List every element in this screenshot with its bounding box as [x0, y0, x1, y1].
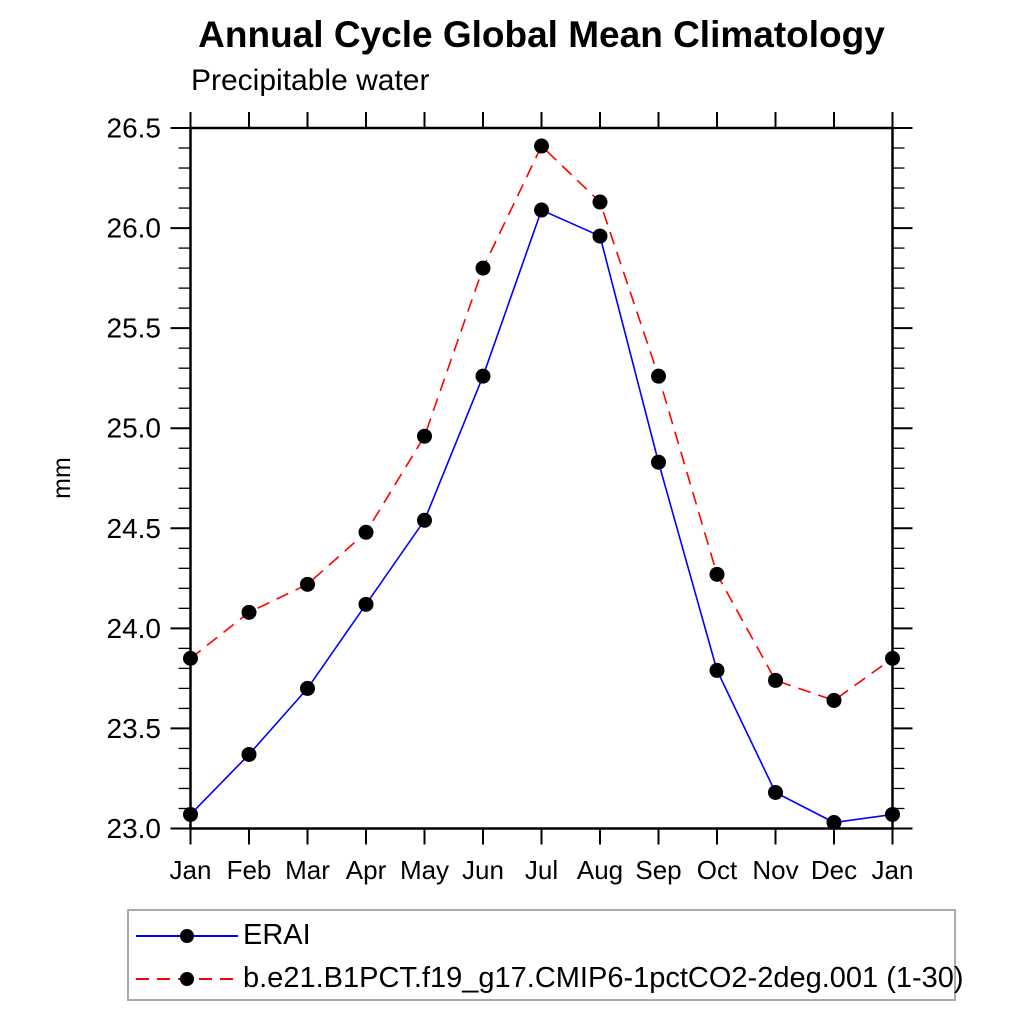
svg-text:Oct: Oct	[697, 855, 738, 885]
svg-text:Sep: Sep	[635, 855, 681, 885]
x-axis-tick-labels: Jan Feb Mar Apr May Jun Jul Aug Sep Oct Nov Dec Jan	[170, 855, 914, 885]
y-axis-tick-labels: 23.0 23.5 24.0 24.5 25.0 25.5 26.0 26.5	[107, 113, 162, 845]
svg-text:Jan: Jan	[872, 855, 914, 885]
svg-text:23.0: 23.0	[107, 813, 162, 844]
legend-label-erai: ERAI	[243, 919, 311, 951]
svg-text:24.5: 24.5	[107, 513, 162, 544]
axis-frame	[189, 126, 894, 830]
series-line-0	[189, 208, 893, 824]
y-axis-label: mm	[48, 457, 76, 499]
chart-title: Annual Cycle Global Mean Climatology	[198, 14, 885, 55]
legend-label-model: b.e21.B1PCT.f19_g17.CMIP6-1pctCO2-2deg.0…	[243, 962, 964, 994]
svg-text:Feb: Feb	[227, 855, 272, 885]
svg-text:Jan: Jan	[170, 855, 212, 885]
svg-text:May: May	[400, 855, 449, 885]
svg-text:25.5: 25.5	[107, 313, 162, 344]
legend-item-erai: ERAI	[129, 914, 954, 957]
legend-sample-solid-line	[136, 928, 238, 943]
svg-text:Apr: Apr	[346, 855, 387, 885]
svg-text:Dec: Dec	[811, 855, 857, 885]
svg-text:Jun: Jun	[462, 855, 504, 885]
chart-subtitle: Precipitable water	[191, 64, 430, 97]
svg-text:Nov: Nov	[752, 855, 798, 885]
x-axis-ticks	[189, 112, 894, 845]
svg-text:26.0: 26.0	[107, 213, 162, 244]
svg-text:24.0: 24.0	[107, 613, 162, 644]
svg-text:Aug: Aug	[577, 855, 623, 885]
y-axis-ticks	[170, 127, 913, 830]
svg-text:26.5: 26.5	[107, 113, 162, 144]
series-markers-0	[183, 202, 900, 830]
svg-text:Jul: Jul	[525, 855, 558, 885]
series-line-1	[190, 144, 893, 702]
svg-text:23.5: 23.5	[107, 713, 162, 744]
legend-item-model: b.e21.B1PCT.f19_g17.CMIP6-1pctCO2-2deg.0…	[129, 957, 964, 1000]
svg-text:25.0: 25.0	[107, 413, 162, 444]
legend-box: ERAI b.e21.B1PCT.f19_g17.CMIP6-1pctCO2-2…	[127, 909, 964, 1001]
svg-text:Mar: Mar	[285, 855, 330, 885]
legend-sample-dashed-line	[136, 971, 238, 986]
series-markers-1	[183, 138, 900, 708]
